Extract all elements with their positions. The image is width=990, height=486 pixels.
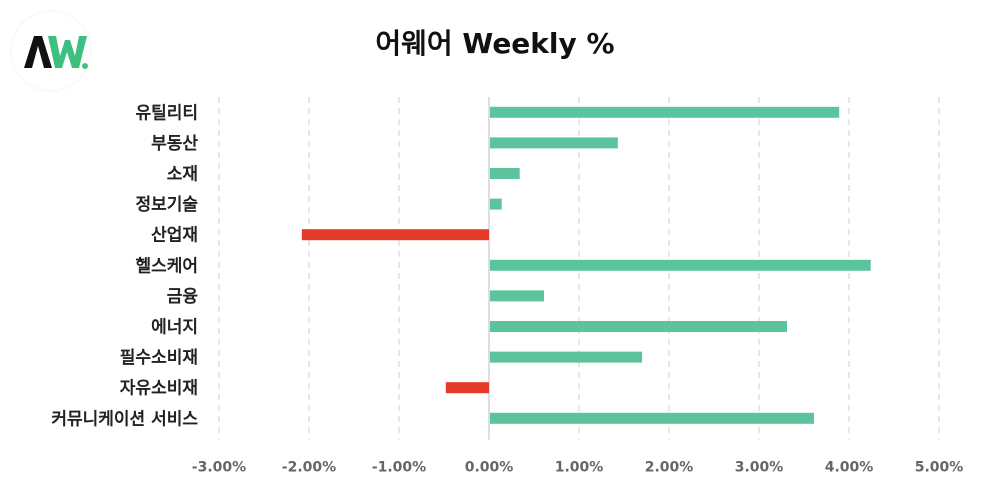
x-tick-label: 5.00% (915, 460, 964, 476)
category-label: 유틸리티 (135, 102, 198, 123)
bar (490, 168, 520, 179)
x-tick-label: 4.00% (825, 460, 874, 476)
category-label: 부동산 (151, 134, 198, 154)
aw-logo (12, 12, 90, 90)
category-label: 산업재 (151, 226, 198, 246)
x-tick-label: 1.00% (555, 460, 604, 476)
bar (490, 321, 787, 332)
category-label: 에너지 (151, 318, 198, 338)
bar (490, 290, 544, 302)
x-tick-label: -2.00% (282, 460, 336, 476)
x-tick-label: 0.00% (465, 460, 514, 476)
category-label: 헬스케어 (135, 256, 198, 276)
category-label: 정보기술 (135, 195, 198, 215)
x-tick-label: -1.00% (372, 460, 426, 476)
category-label: 금융 (167, 287, 199, 307)
x-tick-label: 2.00% (645, 460, 694, 476)
category-label: 커뮤니케이션 서비스 (51, 409, 198, 429)
bar (490, 259, 871, 271)
bar (301, 229, 489, 241)
bar (490, 351, 643, 363)
bar (490, 412, 814, 424)
chart-title: 어웨어 Weekly % (375, 27, 615, 60)
category-label: 자유소비재 (120, 379, 198, 399)
x-tick-label: -3.00% (192, 460, 246, 476)
bar (490, 106, 840, 118)
category-label: 필수소비재 (120, 348, 198, 368)
bar (490, 137, 618, 149)
aw-logo-icon (24, 36, 88, 69)
category-label: 소재 (167, 165, 198, 185)
bar (490, 198, 502, 210)
bar (445, 382, 489, 394)
x-tick-label: 3.00% (735, 460, 784, 476)
